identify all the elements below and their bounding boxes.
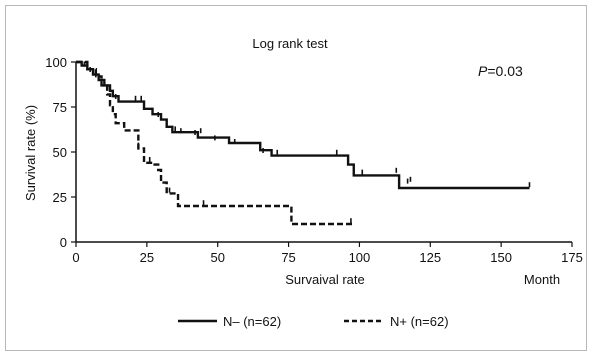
- series-layer: [76, 60, 531, 226]
- y-tick-label: 75: [53, 100, 67, 115]
- x-tick-label: 0: [72, 250, 79, 265]
- series-line-n-plus: [76, 60, 354, 226]
- legend: N– (n=62) N+ (n=62): [178, 314, 449, 329]
- p-value-annotation: P=0.03: [478, 63, 523, 79]
- y-tick-label: 25: [53, 190, 67, 205]
- y-tick-label: 100: [45, 55, 67, 70]
- x-axis-label: Survaival rate: [285, 272, 364, 287]
- x-tick-label: 25: [140, 250, 154, 265]
- x-tick-label: 125: [419, 250, 441, 265]
- axes: [75, 62, 572, 243]
- y-tick-label: 50: [53, 145, 67, 160]
- x-unit-label: Month: [524, 272, 560, 287]
- y-tick-label: 0: [60, 235, 67, 250]
- legend-label-n-minus: N– (n=62): [223, 314, 281, 329]
- x-tick-label: 150: [490, 250, 512, 265]
- ticks: 0 25 50 75 100 125 150 175 0 25 50 75 100: [45, 55, 583, 265]
- chart-title: Log rank test: [252, 36, 328, 51]
- legend-label-n-plus: N+ (n=62): [390, 314, 449, 329]
- p-value-text: =0.03: [487, 63, 523, 79]
- y-axis-label: Survival rate (%): [23, 105, 38, 201]
- chart-frame: [5, 5, 587, 351]
- x-tick-label: 75: [281, 250, 295, 265]
- x-tick-label: 100: [349, 250, 371, 265]
- x-tick-label: 50: [210, 250, 224, 265]
- x-tick-label: 175: [561, 250, 583, 265]
- p-value-label: P: [478, 63, 488, 79]
- series-line-n-minus: [76, 60, 530, 190]
